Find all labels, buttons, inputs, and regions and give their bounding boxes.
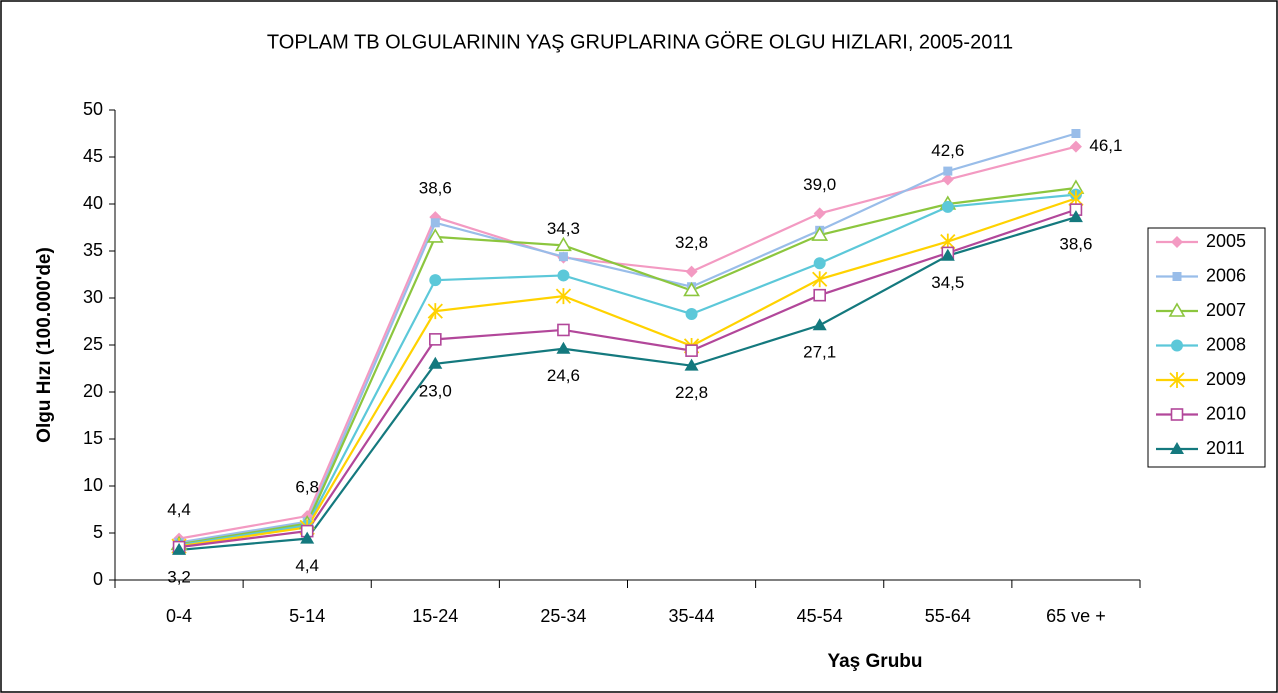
marker xyxy=(1170,408,1184,421)
data-label: 4,4 xyxy=(295,556,319,575)
y-tick-label: 30 xyxy=(83,287,103,307)
marker xyxy=(941,173,954,186)
marker xyxy=(1168,302,1186,317)
y-tick-label: 5 xyxy=(93,522,103,542)
data-label: 38,6 xyxy=(1059,235,1092,254)
series-line xyxy=(178,193,1077,547)
marker xyxy=(430,218,440,228)
x-tick-label: 0-4 xyxy=(166,606,192,626)
legend-label: 2010 xyxy=(1206,403,1246,423)
y-tick-label: 50 xyxy=(83,99,103,119)
marker xyxy=(684,358,699,371)
marker xyxy=(1172,272,1182,281)
y-tick-label: 35 xyxy=(83,240,103,260)
marker xyxy=(685,344,698,357)
marker xyxy=(940,248,955,261)
marker xyxy=(812,318,827,331)
x-tick-label: 15-24 xyxy=(412,606,458,626)
legend-label: 2011 xyxy=(1206,438,1245,458)
data-label: 34,5 xyxy=(931,273,964,292)
data-label: 46,1 xyxy=(1089,136,1122,155)
data-label: 6,8 xyxy=(295,478,319,497)
data-label: 4,4 xyxy=(167,500,191,519)
y-tick-label: 45 xyxy=(83,146,103,166)
y-tick-label: 25 xyxy=(83,334,103,354)
x-tick-label: 35-44 xyxy=(669,606,715,626)
marker xyxy=(427,303,443,320)
series-line xyxy=(178,132,1077,544)
marker xyxy=(426,228,444,243)
marker xyxy=(813,207,826,220)
legend-label: 2008 xyxy=(1206,334,1246,354)
marker xyxy=(429,333,442,346)
marker xyxy=(556,341,571,354)
marker xyxy=(811,226,829,241)
data-label: 27,1 xyxy=(803,343,836,362)
series-line xyxy=(178,186,1077,546)
marker xyxy=(1171,236,1183,248)
legend-box xyxy=(1147,227,1266,468)
marker xyxy=(685,265,698,278)
legend-label: 2007 xyxy=(1206,300,1246,320)
marker xyxy=(1069,140,1082,153)
marker xyxy=(428,356,443,369)
series-line xyxy=(178,208,1077,549)
series-line xyxy=(178,145,1077,540)
marker xyxy=(1170,442,1184,454)
marker xyxy=(813,288,826,302)
marker xyxy=(941,200,954,213)
marker xyxy=(683,281,700,297)
marker xyxy=(557,323,570,337)
marker xyxy=(1169,372,1185,388)
x-tick-label: 45-54 xyxy=(797,606,843,626)
marker xyxy=(555,236,572,252)
marker xyxy=(1068,210,1083,223)
y-tick-label: 0 xyxy=(93,569,103,589)
marker xyxy=(300,531,315,544)
data-label: 3,2 xyxy=(167,567,191,586)
legend-label: 2005 xyxy=(1206,231,1246,251)
series-line xyxy=(178,197,1077,548)
data-label: 32,8 xyxy=(675,233,708,252)
data-label: 42,6 xyxy=(931,141,964,160)
y-tick-label: 40 xyxy=(83,193,103,213)
x-tick-label: 5-14 xyxy=(289,606,325,626)
series-line xyxy=(178,216,1077,552)
data-label: 22,8 xyxy=(675,383,708,402)
legend-label: 2009 xyxy=(1206,369,1246,389)
y-tick-label: 20 xyxy=(83,381,103,401)
x-tick-label: 25-34 xyxy=(540,606,586,626)
marker xyxy=(1071,129,1081,138)
marker xyxy=(172,542,187,555)
marker xyxy=(1171,339,1183,352)
data-label: 38,6 xyxy=(419,179,452,198)
x-tick-label: 65 ve + xyxy=(1046,606,1106,626)
legend-label: 2006 xyxy=(1206,265,1246,285)
data-label: 24,6 xyxy=(547,366,580,385)
marker xyxy=(557,269,570,282)
marker xyxy=(813,257,826,270)
data-label: 23,0 xyxy=(419,381,452,400)
y-axis-label: Olgu Hızı (100.000'de) xyxy=(34,247,55,443)
chart-title: TOPLAM TB OLGULARININ YAŞ GRUPLARINA GÖR… xyxy=(267,31,1013,53)
y-tick-label: 15 xyxy=(83,428,103,448)
marker xyxy=(555,288,572,305)
marker xyxy=(943,166,953,176)
data-label: 39,0 xyxy=(803,175,836,194)
x-tick-label: 55-64 xyxy=(925,606,971,626)
marker xyxy=(558,252,568,262)
y-tick-label: 10 xyxy=(83,475,103,495)
marker xyxy=(685,307,698,320)
data-label: 34,3 xyxy=(547,219,580,238)
marker xyxy=(429,274,442,287)
x-axis-label: Yaş Grubu xyxy=(827,651,922,672)
marker xyxy=(812,271,828,288)
